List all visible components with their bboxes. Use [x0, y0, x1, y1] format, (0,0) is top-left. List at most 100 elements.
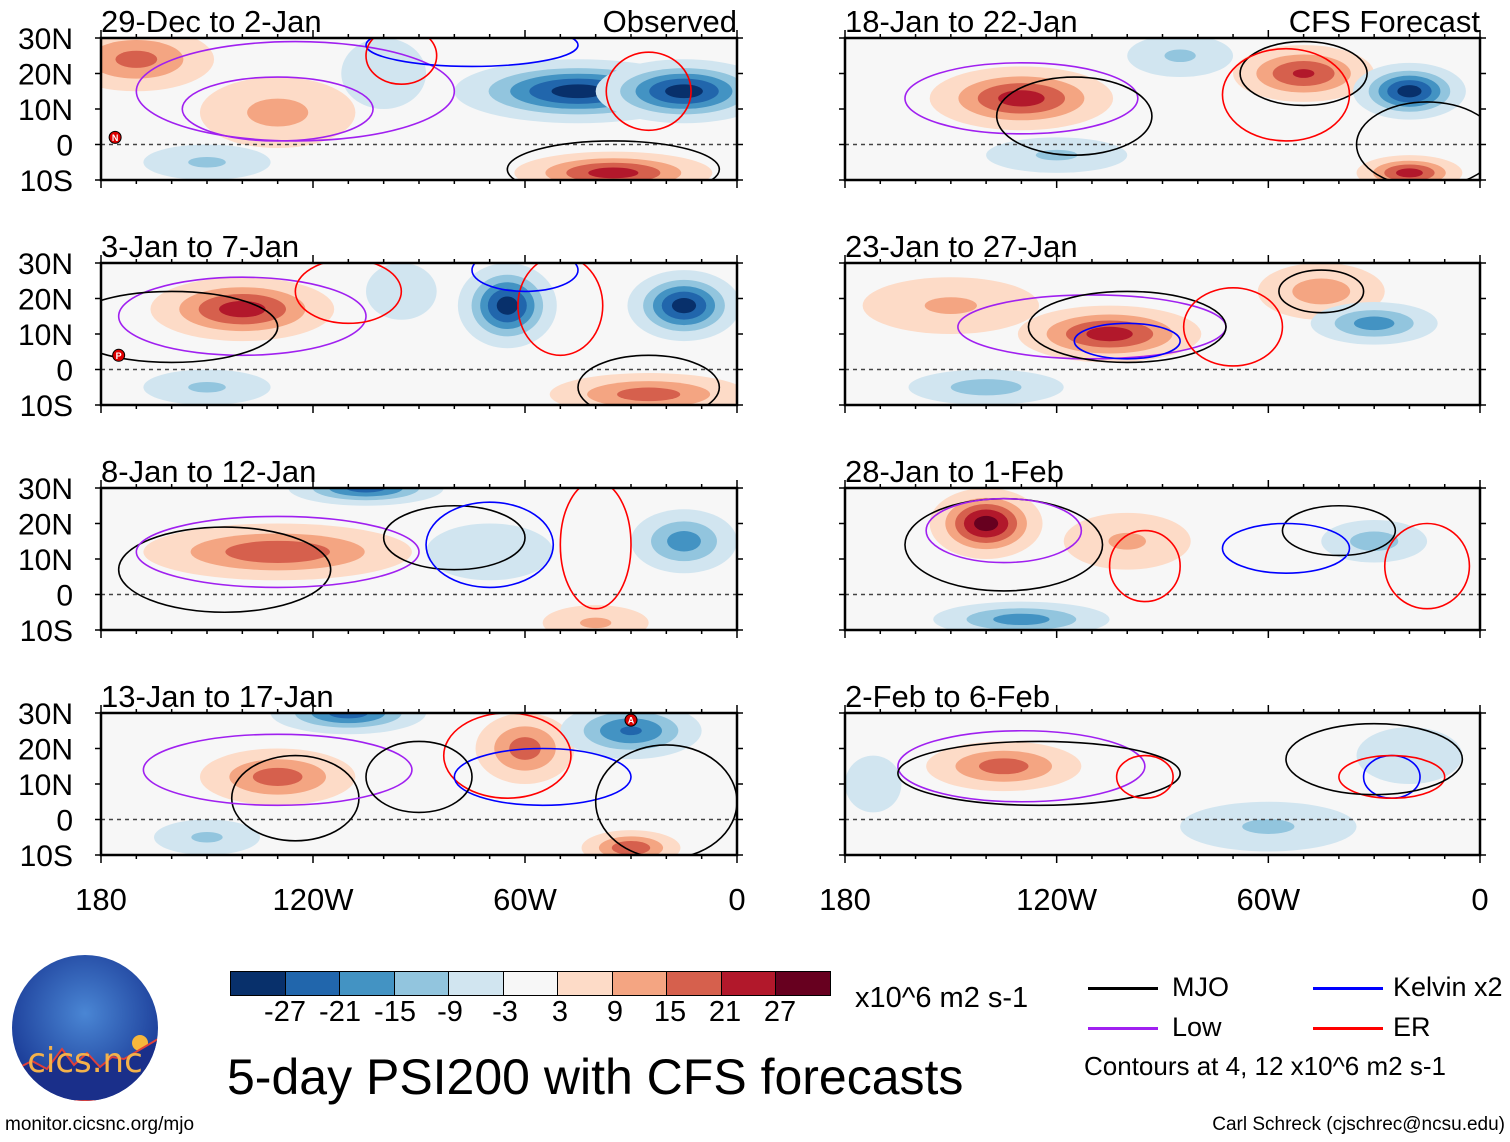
panel-2 — [101, 488, 737, 630]
anomaly-fill — [1397, 85, 1422, 98]
panel-7 — [845, 713, 1480, 855]
mountain-icon — [12, 1035, 158, 1101]
panel-title: 8-Jan to 12-Jan — [101, 454, 316, 489]
lat-tick-label: 10N — [18, 769, 73, 802]
er-contour — [442, 713, 572, 799]
er-contour — [1115, 754, 1174, 800]
anomaly-fill — [611, 840, 651, 855]
mjo-contour — [1278, 269, 1365, 314]
legend-kelvin-line — [1313, 987, 1383, 990]
legend-kelvin-label: Kelvin x2 — [1393, 972, 1503, 1002]
anomaly-fill — [978, 758, 1029, 775]
anomaly-fill — [950, 379, 1022, 396]
mjo-contour — [1285, 722, 1464, 796]
panel-title: 23-Jan to 27-Jan — [845, 229, 1078, 264]
lon-tick-label: 0 — [728, 882, 745, 917]
panel-title: 18-Jan to 22-Jan — [845, 4, 1078, 39]
lon-tick-label: 180 — [819, 882, 871, 917]
anomaly-fill — [188, 381, 226, 393]
main-title: 5-day PSI200 with CFS forecasts — [227, 1049, 964, 1105]
mjo-contour — [1355, 101, 1480, 180]
colorbar-tick-label: 3 — [551, 996, 569, 1028]
panel-4 — [845, 38, 1480, 180]
mjo-contour — [382, 504, 526, 571]
er-contour — [365, 38, 438, 85]
legend-low-label: Low — [1172, 1012, 1222, 1042]
lat-tick-label: 30N — [18, 248, 73, 281]
anomaly-fill — [252, 767, 303, 786]
lat-tick-label: 0 — [56, 355, 73, 388]
anomaly-fill — [588, 167, 639, 179]
colorbar-swatch — [394, 972, 449, 995]
colorbar-tick-label: 21 — [708, 996, 742, 1028]
anomaly-fill — [247, 98, 309, 127]
panel-tag: Observed — [603, 4, 737, 39]
storm-marker-icon — [112, 348, 126, 362]
panel-6 — [845, 488, 1480, 630]
er-contour — [517, 263, 604, 357]
anomaly-fill — [1086, 326, 1133, 342]
mjo-contour — [1281, 504, 1397, 557]
lat-tick-label: 20N — [18, 284, 73, 317]
er-contour — [1182, 287, 1284, 367]
anomaly-fill — [496, 296, 518, 315]
units-label: x10^6 m2 s-1 — [855, 982, 1029, 1014]
storm-marker-label: N — [112, 133, 119, 143]
lon-tick-label: 60W — [493, 882, 557, 917]
lat-tick-label: 0 — [56, 805, 73, 838]
anomaly-fill — [924, 297, 977, 315]
panel-title: 29-Dec to 2-Jan — [101, 4, 322, 39]
mjo-contour — [995, 76, 1153, 156]
mjo-contour — [577, 354, 721, 405]
lat-tick-label: 30N — [18, 23, 73, 56]
kelvin-contour — [425, 501, 555, 589]
lon-tick-label: 120W — [1016, 882, 1098, 917]
colorbar-swatch — [776, 972, 830, 995]
colorbar-swatch — [503, 972, 558, 995]
lon-tick-label: 180 — [75, 882, 127, 917]
lat-tick-label: 30N — [18, 473, 73, 506]
er-contour — [1108, 529, 1181, 603]
colorbar-swatch — [612, 972, 667, 995]
anomaly-fill — [845, 755, 902, 813]
map-panels: N29-Dec to 2-Jan Observed30N20N10N010SP3-… — [18, 4, 1489, 917]
lat-tick-label: 10S — [20, 840, 73, 873]
anomaly-fill — [341, 38, 427, 109]
anomaly-fill — [671, 298, 697, 314]
er-contour — [1338, 754, 1446, 800]
panel-title: 3-Jan to 7-Jan — [101, 229, 299, 264]
colorbar — [230, 971, 831, 996]
lat-tick-label: 10S — [20, 165, 73, 198]
low-contour — [135, 515, 420, 589]
colorbar-swatch — [231, 972, 286, 995]
anomaly-fill — [1292, 69, 1315, 78]
panel-0: N — [101, 38, 737, 180]
low-contour — [904, 62, 1139, 135]
legend-mjo-label: MJO — [1172, 972, 1229, 1002]
anomaly-fill — [1108, 532, 1147, 550]
colorbar-tick-label: -27 — [264, 996, 306, 1028]
colorbar-swatch — [558, 972, 613, 995]
colorbar-swatch — [721, 972, 776, 995]
panel-1: P — [101, 263, 737, 405]
cics-logo: cics.nc — [12, 955, 158, 1101]
anomaly-fill — [115, 50, 158, 68]
anomaly-fill — [974, 515, 999, 532]
er-contour — [1383, 522, 1471, 610]
anomaly-fill — [219, 301, 266, 318]
low-contour — [135, 40, 456, 142]
lon-tick-label: 120W — [273, 882, 355, 917]
colorbar-swatch — [285, 972, 340, 995]
lat-tick-label: 0 — [56, 130, 73, 163]
footer-credit: Carl Schreck (cjschrec@ncsu.edu) — [1212, 1114, 1505, 1135]
lat-tick-label: 20N — [18, 509, 73, 542]
er-contour — [559, 488, 632, 610]
lat-tick-label: 10N — [18, 544, 73, 577]
anomaly-fill — [617, 387, 681, 402]
low-contour — [142, 733, 413, 807]
footer-url[interactable]: monitor.cicsnc.org/mjo — [5, 1114, 195, 1135]
mjo-contour — [365, 740, 473, 814]
lon-tick-label: 60W — [1236, 882, 1300, 917]
lat-tick-label: 10N — [18, 319, 73, 352]
colorbar-tick-label: -15 — [374, 996, 416, 1028]
